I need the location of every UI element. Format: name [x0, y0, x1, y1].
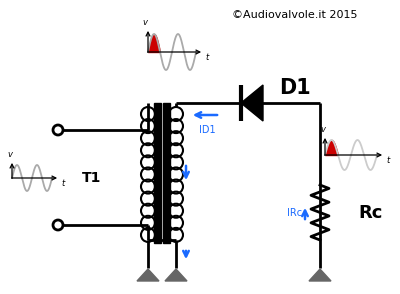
Polygon shape	[165, 269, 187, 281]
Polygon shape	[137, 269, 159, 281]
Text: D1: D1	[279, 78, 311, 98]
Text: IRc: IRc	[287, 208, 302, 218]
Text: t: t	[61, 179, 64, 188]
Text: t: t	[205, 53, 208, 62]
Bar	[154, 103, 161, 243]
Text: T1: T1	[82, 171, 102, 185]
Polygon shape	[241, 85, 263, 121]
Bar	[163, 103, 170, 243]
Text: Rc: Rc	[358, 204, 382, 222]
Polygon shape	[309, 269, 331, 281]
Text: v: v	[142, 18, 148, 27]
Text: t: t	[386, 156, 389, 165]
Text: v: v	[320, 125, 326, 134]
Text: v: v	[8, 150, 12, 159]
Text: ID1: ID1	[199, 125, 215, 135]
Text: ©Audiovalvole.it 2015: ©Audiovalvole.it 2015	[232, 10, 358, 20]
